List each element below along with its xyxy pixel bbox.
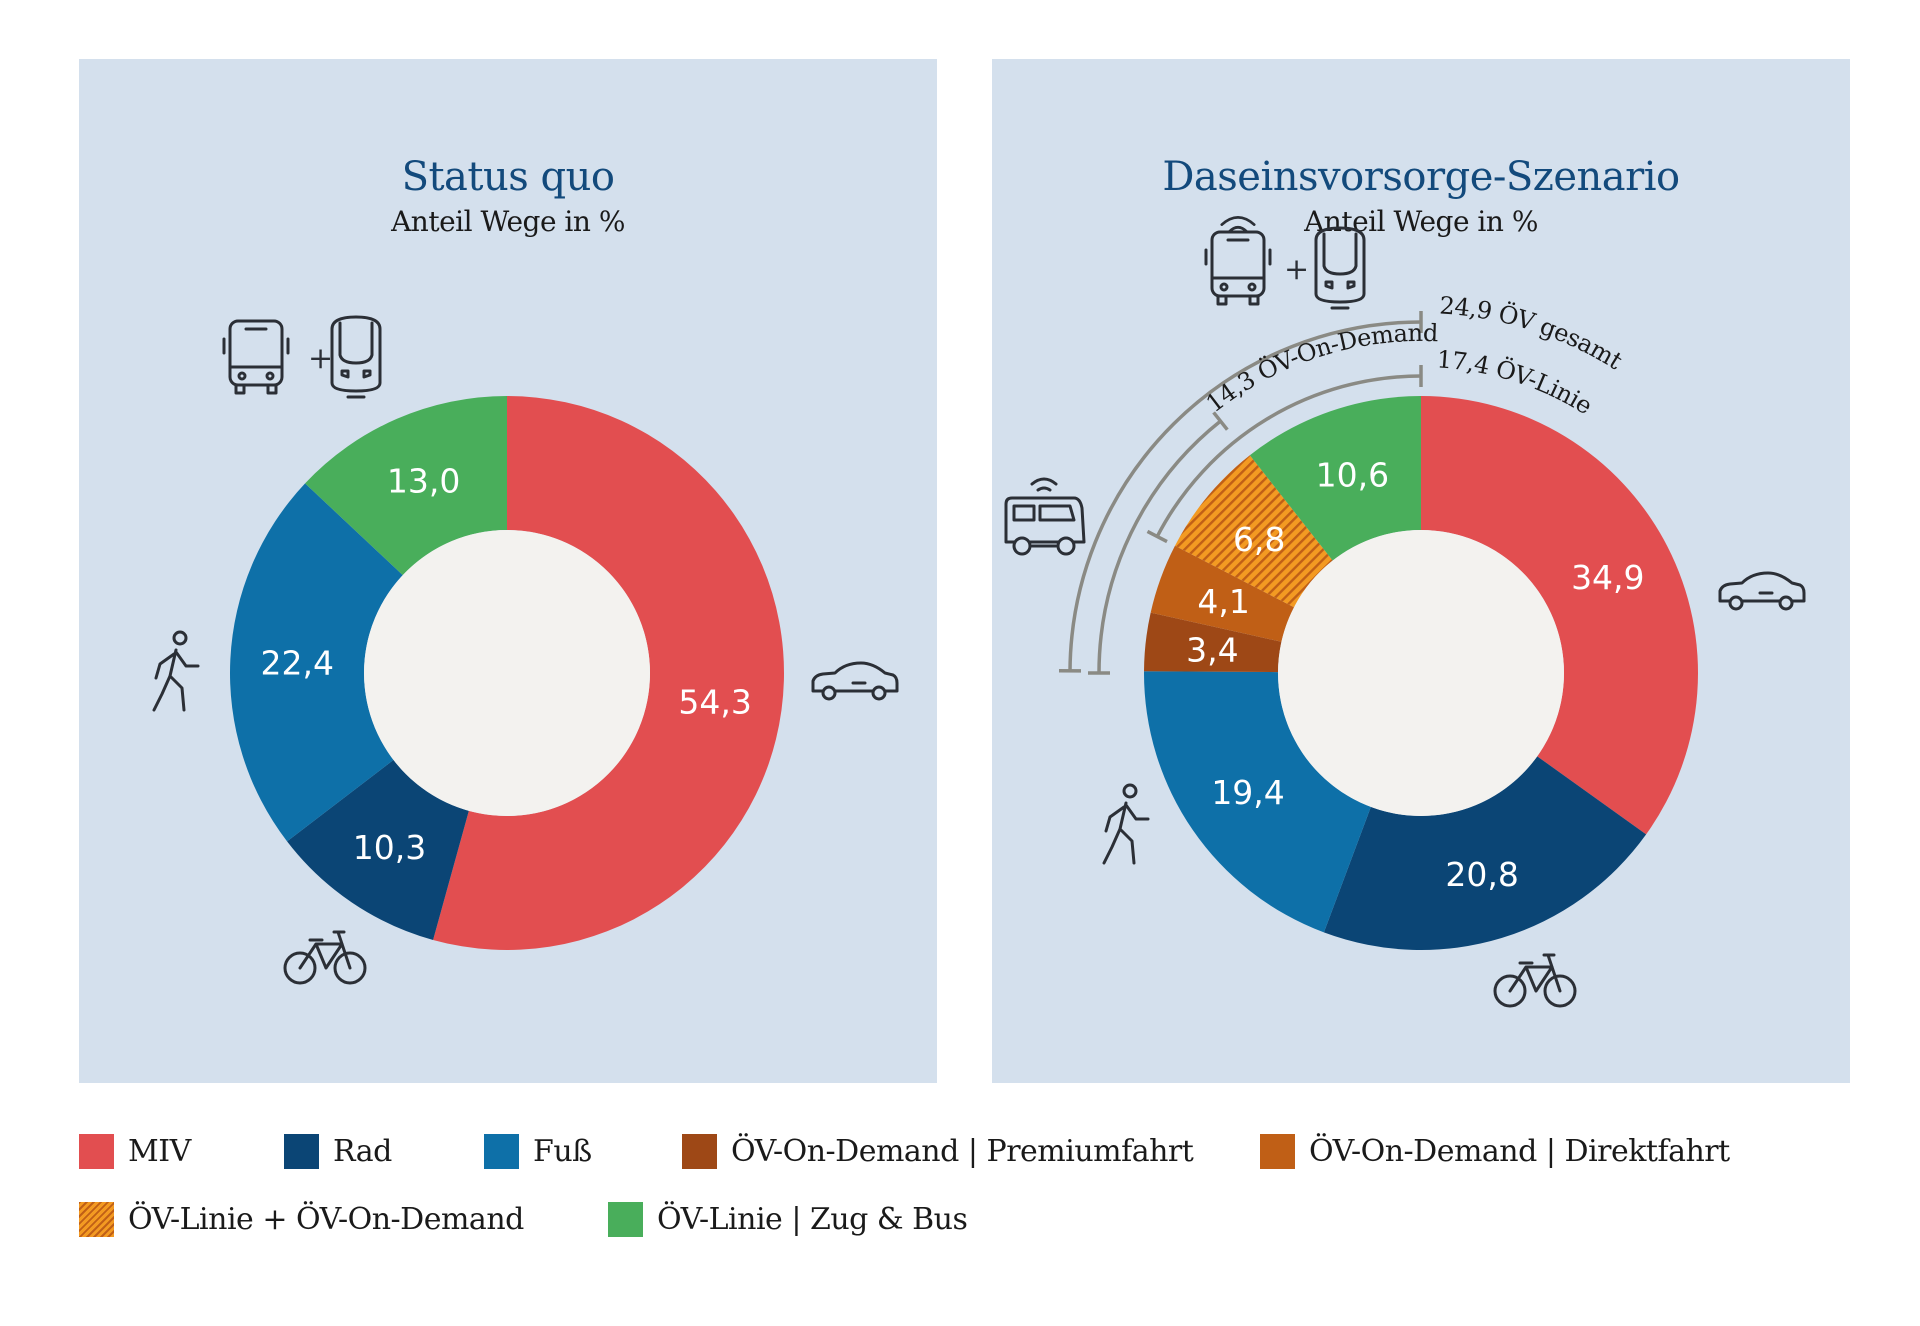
legend-swatch	[682, 1133, 717, 1169]
bracket-tick	[1212, 411, 1229, 431]
donut-slice-hatched	[1174, 455, 1333, 608]
data-label: 22,4	[261, 643, 334, 682]
legend-swatch	[79, 1201, 114, 1237]
data-label: 19,4	[1211, 773, 1284, 812]
legend-item: ÖV-Linie | Zug & Bus	[608, 1199, 968, 1239]
data-label: 10,3	[353, 828, 426, 867]
legend-item: MIV	[79, 1131, 191, 1171]
data-label: 54,3	[678, 682, 751, 721]
legend-label: ÖV-On-Demand | Premiumfahrt	[731, 1133, 1194, 1169]
legend-item: Fuß	[484, 1131, 592, 1171]
bracket-arc	[1097, 419, 1222, 674]
legend-swatch	[79, 1133, 114, 1169]
train-icon	[1314, 226, 1366, 310]
pedestrian-icon	[1102, 783, 1150, 865]
bracket-tick	[1146, 529, 1168, 544]
legend-label: ÖV-Linie + ÖV-On-Demand	[128, 1201, 524, 1237]
legend-label: Fuß	[533, 1133, 592, 1169]
wifi-icon	[1220, 216, 1256, 234]
legend-item: ÖV-On-Demand | Premiumfahrt	[682, 1131, 1194, 1171]
chart-title-status-quo: Status quo	[401, 154, 615, 200]
donut-slice-premium	[1144, 612, 1282, 673]
donut-slice-fuss	[1144, 671, 1371, 933]
plus-sign: +	[1284, 252, 1309, 287]
legend-swatch	[608, 1201, 643, 1237]
donut-slice-rad	[287, 759, 469, 940]
donut-slice-miv	[433, 396, 784, 950]
data-label: 13,0	[387, 461, 460, 500]
data-label: 3,4	[1186, 630, 1238, 669]
donut-slice-linie	[305, 396, 507, 576]
legend-label: Rad	[333, 1133, 392, 1169]
legend-swatch	[484, 1133, 519, 1169]
legend-label: ÖV-On-Demand | Direktfahrt	[1309, 1133, 1730, 1169]
bracket-arc	[1068, 320, 1422, 671]
plus-sign: +	[308, 341, 333, 376]
bicycle-icon	[1493, 953, 1577, 1008]
data-label: 6,8	[1233, 520, 1285, 559]
donut-center	[1278, 530, 1564, 816]
bracket-arc	[1155, 374, 1422, 538]
chart-subtitle-scenario: Anteil Wege in %	[1304, 205, 1538, 238]
donut-center	[364, 530, 650, 816]
chart-subtitle-status-quo: Anteil Wege in %	[391, 205, 625, 238]
data-label: 10,6	[1316, 456, 1389, 495]
legend-item: ÖV-On-Demand | Direktfahrt	[1260, 1131, 1730, 1171]
car-icon	[1718, 571, 1806, 611]
legend-swatch	[284, 1133, 319, 1169]
donut-slice-direkt	[1150, 545, 1294, 642]
data-label: 20,8	[1445, 855, 1518, 894]
bicycle-icon	[283, 930, 367, 985]
legend-label: MIV	[128, 1133, 191, 1169]
donut-slice-fuss	[229, 483, 403, 842]
train-icon	[330, 315, 382, 399]
donut-slice-miv	[1421, 396, 1699, 835]
donut-slice-rad	[1323, 756, 1647, 951]
bus-icon	[1204, 230, 1272, 306]
pedestrian-icon	[152, 630, 200, 712]
donut-slice-linie	[1249, 396, 1421, 561]
data-label: 34,9	[1571, 558, 1644, 597]
legend-item: Rad	[284, 1131, 392, 1171]
legend-label: ÖV-Linie | Zug & Bus	[657, 1201, 968, 1237]
chart-title-scenario: Daseinsvorsorge-Szenario	[1162, 154, 1680, 200]
legend-swatch	[1260, 1133, 1295, 1169]
legend-item: ÖV-Linie + ÖV-On-Demand	[79, 1199, 524, 1239]
data-label: 4,1	[1197, 582, 1249, 621]
on-demand-bus-icon	[1004, 477, 1086, 556]
car-icon	[811, 661, 899, 701]
bus-icon	[222, 319, 290, 395]
